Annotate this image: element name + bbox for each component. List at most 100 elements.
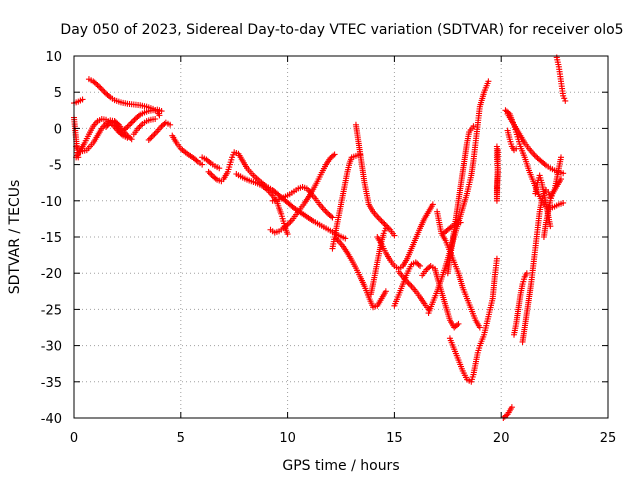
- data-point: [286, 220, 293, 227]
- series-arc12: [205, 149, 349, 242]
- series-arc13: [233, 171, 291, 238]
- data-series: [71, 54, 569, 421]
- data-point: [378, 218, 385, 225]
- data-point: [131, 116, 138, 123]
- data-point: [95, 83, 102, 90]
- data-point: [513, 145, 520, 152]
- data-point: [429, 201, 436, 208]
- data-point: [104, 122, 111, 129]
- data-point: [94, 81, 101, 88]
- data-point: [289, 203, 296, 210]
- series-arc20: [374, 201, 436, 272]
- data-point: [530, 150, 537, 157]
- data-point: [494, 147, 501, 154]
- data-point: [128, 136, 135, 143]
- data-point: [105, 93, 112, 100]
- y-tick-label: -40: [41, 412, 62, 427]
- data-point: [476, 324, 483, 331]
- data-point: [125, 122, 132, 129]
- data-point: [112, 119, 119, 126]
- series-arc27: [446, 255, 500, 385]
- x-tick-label: 15: [386, 431, 403, 446]
- data-point: [122, 125, 129, 132]
- series-arc31: [502, 107, 567, 212]
- data-point: [457, 219, 464, 226]
- data-point: [415, 261, 422, 268]
- data-point: [137, 122, 144, 129]
- series-arc28: [440, 219, 464, 237]
- data-point: [147, 135, 154, 142]
- data-point: [382, 225, 389, 232]
- y-tick-label: 10: [45, 50, 62, 65]
- data-point: [130, 118, 137, 125]
- data-point: [531, 152, 538, 159]
- data-point: [404, 278, 411, 285]
- data-point: [329, 214, 336, 221]
- data-point: [145, 136, 152, 143]
- series-arc33: [511, 270, 530, 338]
- data-point: [124, 134, 131, 141]
- data-point: [151, 131, 158, 138]
- data-point: [206, 158, 213, 165]
- data-point: [205, 168, 212, 175]
- x-tick-label: 20: [493, 431, 510, 446]
- data-point: [382, 288, 389, 295]
- data-point: [533, 153, 540, 160]
- data-point: [199, 161, 206, 168]
- data-point: [148, 134, 155, 141]
- series-arc29: [493, 143, 501, 204]
- data-point: [417, 262, 424, 269]
- data-point: [127, 121, 134, 128]
- data-point: [117, 128, 124, 135]
- data-point: [206, 170, 213, 177]
- x-tick-label: 0: [70, 431, 78, 446]
- data-point: [124, 123, 131, 130]
- series-arc37: [504, 110, 567, 177]
- data-point: [374, 213, 381, 220]
- data-point: [98, 86, 105, 93]
- data-point: [115, 126, 122, 133]
- data-point: [560, 199, 567, 206]
- y-tick-label: -5: [49, 159, 62, 174]
- y-tick-label: -20: [41, 267, 62, 282]
- y-tick-label: 5: [54, 86, 62, 101]
- x-axis-label: GPS time / hours: [282, 458, 399, 474]
- data-point: [560, 170, 567, 177]
- data-point: [391, 232, 398, 239]
- series-arc01: [71, 96, 86, 107]
- series-arc18: [331, 234, 389, 311]
- y-tick-label: -35: [41, 376, 62, 391]
- data-point: [562, 97, 569, 104]
- data-point: [79, 96, 86, 103]
- data-point: [384, 223, 391, 230]
- series-arc08: [130, 115, 159, 138]
- y-tick-label: -10: [41, 195, 62, 210]
- series-arc04: [73, 115, 131, 161]
- series-arc09: [145, 119, 174, 143]
- series-arc11: [199, 154, 223, 172]
- data-point: [405, 280, 412, 287]
- data-point: [558, 176, 565, 183]
- data-point: [470, 123, 477, 130]
- data-point: [100, 87, 107, 94]
- data-point: [380, 219, 387, 226]
- data-point: [283, 222, 290, 229]
- data-point: [167, 121, 174, 128]
- data-point: [103, 123, 110, 130]
- data-point: [287, 218, 294, 225]
- data-point: [508, 404, 515, 411]
- data-point: [323, 209, 330, 216]
- data-point: [322, 207, 329, 214]
- data-point: [334, 236, 341, 243]
- data-point: [333, 235, 340, 242]
- series-arc10: [169, 132, 206, 168]
- series-arc38: [553, 54, 569, 104]
- data-point: [152, 129, 159, 136]
- data-point: [330, 152, 337, 159]
- series-arc35: [532, 172, 554, 230]
- x-tick-label: 5: [177, 431, 185, 446]
- data-point: [193, 157, 200, 164]
- data-point: [284, 221, 291, 228]
- data-point: [208, 171, 215, 178]
